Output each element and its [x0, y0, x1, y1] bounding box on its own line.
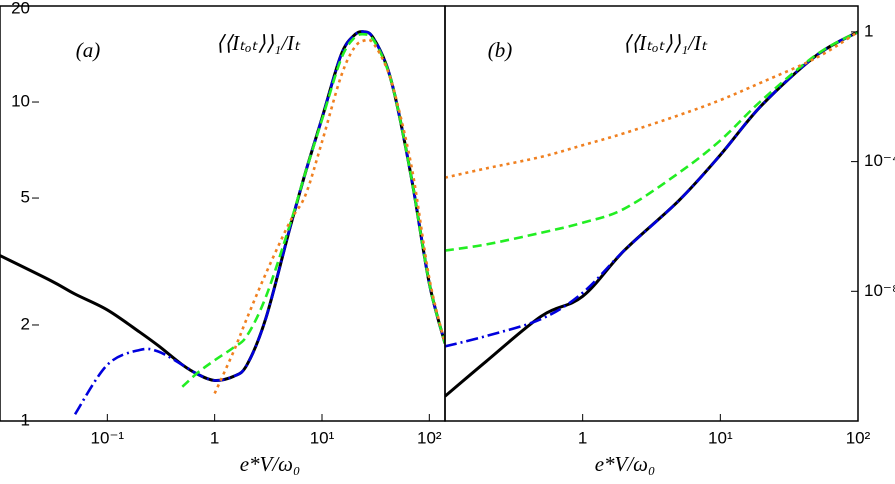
- y-tick-label: 10⁻⁴: [864, 151, 895, 170]
- chart-title: ⟨⟨Iₜₒₜ⟩⟩₁/Iₜ: [216, 31, 301, 55]
- panel-label: (b): [488, 38, 513, 62]
- curve: [445, 30, 858, 179]
- y-tick-label: 1: [21, 410, 30, 429]
- frame: [444, 5, 859, 422]
- panel-label: (a): [76, 38, 101, 62]
- plot-area: [445, 30, 858, 398]
- x-tick-label: 10¹: [708, 428, 733, 447]
- plot-area: [0, 30, 445, 415]
- curve: [181, 32, 445, 388]
- x-tick-label: 1: [210, 428, 219, 447]
- y-tick-label: 1: [864, 21, 873, 40]
- chart-title: ⟨⟨Iₜₒₜ⟩⟩₁/Iₜ: [623, 31, 708, 55]
- frame: [0, 5, 446, 422]
- curve: [445, 30, 858, 398]
- curve: [445, 30, 858, 348]
- x-tick-label: 10¹: [310, 428, 335, 447]
- y-tick-label: 10⁻⁸: [864, 281, 895, 300]
- y-tick-label: 20: [11, 0, 30, 17]
- x-tick-label: 10²: [417, 428, 442, 447]
- curve: [0, 30, 445, 382]
- x-tick-label: 10⁻¹: [91, 428, 125, 447]
- y-tick-label: 5: [21, 188, 30, 207]
- curve: [445, 30, 858, 252]
- curve: [73, 30, 445, 415]
- y-tick-label: 10: [11, 92, 30, 111]
- x-axis-label: e*V/ω₀: [595, 452, 656, 476]
- x-tick-label: 10²: [846, 428, 871, 447]
- y-tick-label: 2: [21, 314, 30, 333]
- x-axis-label: e*V/ω₀: [240, 452, 301, 476]
- x-tick-label: 1: [578, 428, 587, 447]
